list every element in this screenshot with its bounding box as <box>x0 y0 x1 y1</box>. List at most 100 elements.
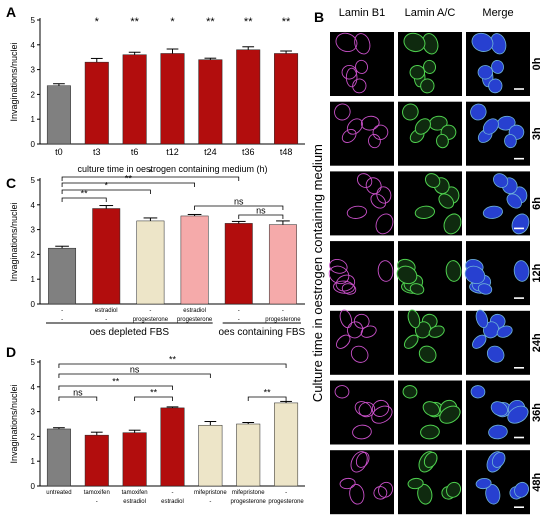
x-tick-label-2-0: - <box>149 308 151 314</box>
bar-6 <box>274 402 299 487</box>
bracket-label-1: ** <box>150 388 158 398</box>
y-tick-label-2: 2 <box>31 432 36 441</box>
nucleus-0-2-4 <box>471 32 494 52</box>
bracket-label-2: ** <box>125 174 133 184</box>
nucleus-4-0-0 <box>353 313 370 329</box>
x-tick-label-1-1: - <box>105 317 107 323</box>
nucleus-5-2-2 <box>490 401 508 417</box>
x-tick-label-2-0: tamoxifen <box>122 490 148 496</box>
bar-0 <box>46 85 71 145</box>
y-tick-label-1: 1 <box>31 457 36 466</box>
nucleus-0-0-1 <box>354 33 371 55</box>
bracket-label-5: ns <box>256 206 266 216</box>
row-label-1: 3h <box>531 127 543 140</box>
bracket-2 <box>61 182 195 187</box>
bar-2 <box>122 432 147 487</box>
nucleus-4-0-1 <box>347 321 364 339</box>
x-tick-label-3: t12 <box>166 147 179 157</box>
y-tick-label-0: 0 <box>31 482 36 491</box>
nucleus-6-2-3 <box>514 481 529 498</box>
nucleus-0-0-3 <box>341 65 357 80</box>
bar-3 <box>160 53 185 145</box>
side-axis-label: Culture time in oestrogen containing med… <box>310 144 325 402</box>
nucleus-5-0-0 <box>334 385 350 399</box>
significance-star-6: ** <box>282 16 291 28</box>
x-tick-label-4-0: - <box>238 308 240 314</box>
nucleus-1-0-0 <box>360 115 380 131</box>
column-header-0: Lamin B1 <box>339 7 385 19</box>
nucleus-3-0-4 <box>341 283 357 295</box>
nucleus-2-2-5 <box>482 205 503 219</box>
y-tick-label-1: 1 <box>31 115 36 124</box>
y-tick-label-5: 5 <box>31 358 36 367</box>
nucleus-2-0-3 <box>375 213 394 235</box>
y-tick-label-0: 0 <box>31 300 36 309</box>
chart-a: 0 1 2 3 4 5 Invaginations/nuclei t0 t3 * t6 ** t12 * t… <box>9 16 305 174</box>
bar-0 <box>46 428 71 487</box>
x-tick-label-2-1: progesterone <box>133 317 169 323</box>
bracket-4 <box>194 205 284 210</box>
nucleus-1-1-2 <box>414 118 431 135</box>
y-tick-label-1: 1 <box>31 275 36 284</box>
nucleus-0-1-0 <box>423 59 437 74</box>
nucleus-2-0-2 <box>365 177 382 195</box>
x-tick-label-4-0: mifepristone <box>194 490 227 496</box>
bar-6 <box>274 53 299 145</box>
x-tick-label-2: t6 <box>131 147 139 157</box>
y-axis-label: Invaginations/nuclei <box>9 42 19 121</box>
bar-5 <box>236 423 261 487</box>
group-label-0: oes depleted FBS <box>90 327 170 338</box>
nucleus-5-0-2 <box>354 401 372 417</box>
bracket-2 <box>58 385 173 390</box>
bar-5 <box>236 49 261 145</box>
nucleus-4-1-5 <box>428 325 445 338</box>
x-tick-label-0-0: untreated <box>46 490 71 496</box>
nucleus-3-0-3 <box>335 274 356 292</box>
y-tick-label-3: 3 <box>31 408 36 417</box>
row-label-0: 0h <box>531 57 543 70</box>
nucleus-0-1-5 <box>420 78 435 94</box>
nucleus-0-0-4 <box>335 32 358 53</box>
bracket-label-4: ns <box>234 197 244 207</box>
y-tick-label-2: 2 <box>31 90 36 99</box>
panel-label-a: A <box>6 4 16 20</box>
nucleus-1-0-5 <box>334 103 351 121</box>
nucleus-4-0-4 <box>350 345 369 363</box>
image-tile-0-0 <box>330 32 394 96</box>
panel-label-b: B <box>314 9 324 25</box>
bar-2 <box>136 220 165 305</box>
nucleus-6-0-4 <box>339 477 356 490</box>
nucleus-1-2-4 <box>504 133 517 149</box>
x-tick-label-0: t0 <box>55 147 63 157</box>
bracket-label-3: ns <box>130 365 140 375</box>
x-tick-label-5-1: progesterone <box>265 317 301 323</box>
image-tile-4-0 <box>330 310 394 375</box>
nucleus-1-2-2 <box>482 118 499 135</box>
bracket-label-0: ** <box>81 189 89 199</box>
bar-0 <box>48 247 77 305</box>
nucleus-2-2-1 <box>506 193 522 209</box>
nucleus-3-2-5 <box>464 265 486 285</box>
nucleus-5-1-2 <box>422 401 441 417</box>
nucleus-5-2-3 <box>488 424 508 440</box>
column-header-2: Merge <box>482 7 513 19</box>
bar-4 <box>198 424 223 487</box>
bar-5 <box>268 224 297 305</box>
nucleus-1-0-1 <box>341 128 357 143</box>
row-label-6: 48h <box>531 472 543 491</box>
bar-1 <box>84 61 109 145</box>
x-tick-label-3-0: estradiol <box>183 308 206 314</box>
bracket-1 <box>134 396 173 401</box>
nucleus-5-0-3 <box>352 424 372 440</box>
x-tick-label-6: t48 <box>280 147 293 157</box>
row-label-2: 6h <box>531 197 543 210</box>
nucleus-6-1-5 <box>423 451 438 468</box>
nucleus-5-0-5 <box>371 405 393 424</box>
significance-star-4: ** <box>206 16 215 28</box>
bracket-label-2: ** <box>112 377 120 387</box>
significance-star-1: * <box>95 16 100 28</box>
nucleus-1-1-5 <box>402 103 419 121</box>
nucleus-6-1-4 <box>407 477 424 490</box>
x-tick-label-5-0: - <box>282 308 284 314</box>
